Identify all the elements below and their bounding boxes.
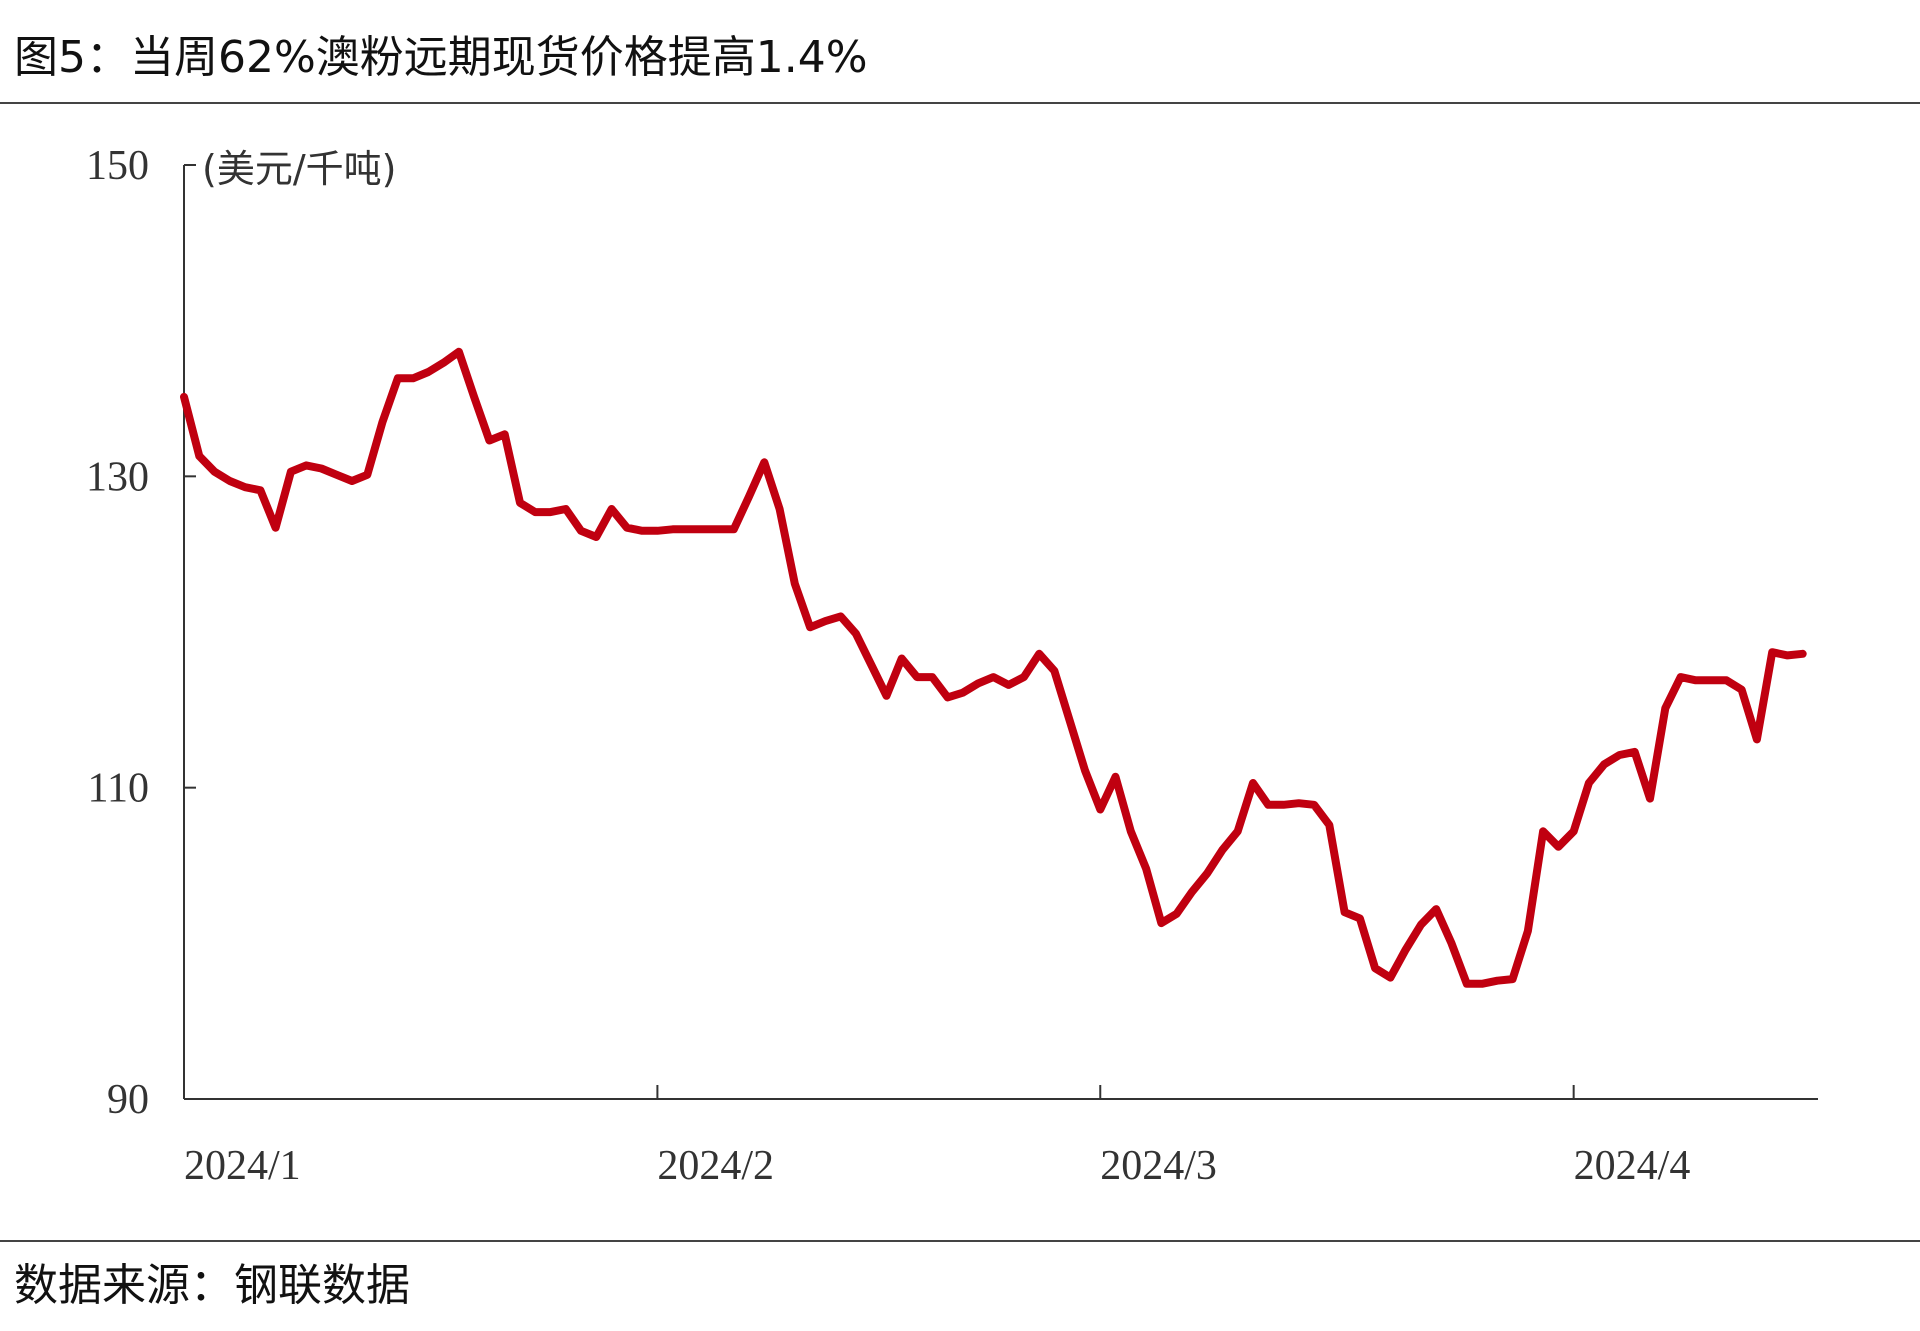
y-tick-label: 150 — [86, 143, 149, 189]
x-tick-label: 2024/3 — [1100, 1143, 1217, 1189]
x-tick-label: 2024/4 — [1574, 1143, 1691, 1189]
y-axis-label: (美元/千吨) — [202, 147, 396, 191]
price-line — [180, 347, 1807, 988]
chart-title: 图5：当周62%澳粉远期现货价格提高1.4% — [14, 32, 868, 83]
y-tick-label: 130 — [86, 454, 149, 500]
x-tick-label: 2024/2 — [657, 1143, 774, 1189]
y-tick-label: 110 — [88, 766, 149, 812]
x-tick-label: 2024/1 — [184, 1143, 301, 1189]
source-note: 数据来源：钢联数据 — [14, 1260, 410, 1311]
y-tick-label: 90 — [107, 1077, 149, 1123]
